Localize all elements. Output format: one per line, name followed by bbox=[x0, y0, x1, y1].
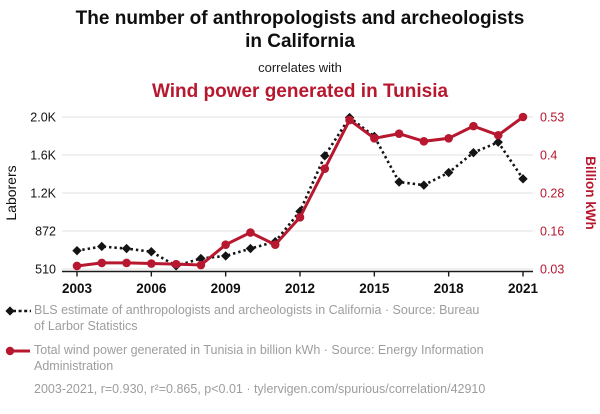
svg-text:0.16: 0.16 bbox=[540, 225, 564, 239]
stats-footer: 2003-2021, r=0.930, r²=0.865, p<0.01 · t… bbox=[34, 382, 486, 396]
diamond-marker bbox=[468, 147, 479, 158]
diamond-marker bbox=[245, 243, 256, 254]
svg-text:0.4: 0.4 bbox=[540, 149, 557, 163]
circle-marker bbox=[394, 129, 404, 139]
diamond-marker bbox=[97, 241, 107, 252]
right-axis-tick-labels: 0.03 0.16 0.28 0.4 0.53 bbox=[540, 111, 564, 277]
legend-text-wind: Total wind power generated in Tunisia in… bbox=[34, 343, 484, 373]
x-tick-label: 2021 bbox=[508, 281, 539, 296]
circle-marker bbox=[444, 133, 453, 143]
svg-text:1.6K: 1.6K bbox=[30, 149, 56, 163]
circle-marker bbox=[97, 258, 107, 268]
circle-marker bbox=[320, 164, 330, 173]
circle-marker bbox=[221, 240, 230, 249]
legend-text-bls: BLS estimate of anthropologists and arch… bbox=[34, 303, 480, 333]
main-title: The number of anthropologists and archeo… bbox=[75, 8, 525, 53]
wind-series bbox=[72, 112, 528, 271]
circle-marker bbox=[419, 137, 429, 146]
bls-series bbox=[72, 112, 528, 271]
right-axis-title: Billion kWh bbox=[583, 156, 598, 230]
wind-series-line bbox=[76, 115, 524, 268]
x-tick-label: 2018 bbox=[434, 281, 465, 296]
solid-circle-series-icon bbox=[5, 346, 30, 356]
diamond-marker bbox=[443, 167, 454, 178]
x-axis: 2003 2006 2009 2012 2015 2018 2021 bbox=[62, 270, 539, 296]
diamond-marker bbox=[196, 253, 206, 264]
diamond-marker bbox=[518, 174, 528, 184]
svg-text:0.53: 0.53 bbox=[540, 111, 564, 125]
circle-marker bbox=[246, 228, 255, 237]
left-axis-tick-labels: 510 872 1.2K 1.6K 2.0K bbox=[30, 111, 56, 277]
circle-marker bbox=[72, 261, 82, 271]
diamond-marker bbox=[295, 206, 305, 217]
secondary-title: Wind power generated in Tunisia bbox=[151, 81, 449, 103]
diamond-marker bbox=[72, 245, 82, 256]
legend-item-wind: Total wind power generated in Tunisia in… bbox=[5, 342, 597, 374]
circle-marker bbox=[370, 133, 379, 143]
grid-lines bbox=[62, 116, 533, 270]
circle-marker bbox=[171, 259, 181, 269]
diamond-marker bbox=[493, 137, 503, 147]
correlates-with-text: correlates with bbox=[258, 60, 342, 76]
legend-item-bls: BLS estimate of anthropologists and arch… bbox=[5, 302, 597, 334]
chart-header: The number of anthropologists and archeo… bbox=[0, 5, 600, 103]
bls-series-line bbox=[76, 115, 525, 268]
svg-text:0.03: 0.03 bbox=[540, 263, 564, 277]
dashed-diamond-series-icon bbox=[5, 306, 31, 316]
diamond-marker bbox=[320, 151, 330, 161]
legend-block: BLS estimate of anthropologists and arch… bbox=[5, 302, 597, 396]
circle-marker bbox=[147, 259, 156, 268]
svg-text:2.0K: 2.0K bbox=[30, 111, 56, 125]
svg-text:1.2K: 1.2K bbox=[30, 187, 56, 201]
svg-text:510: 510 bbox=[35, 263, 56, 277]
x-tick-label: 2009 bbox=[211, 281, 241, 296]
left-axis-title: Laborers bbox=[3, 165, 19, 220]
svg-text:872: 872 bbox=[35, 225, 56, 239]
circle-marker bbox=[493, 130, 503, 140]
x-tick-label: 2015 bbox=[359, 281, 390, 296]
circle-marker bbox=[345, 115, 354, 125]
chart-canvas: 510 872 1.2K 1.6K 2.0K 0.03 0.16 0.28 0.4 0.53 200… bbox=[3, 111, 598, 297]
diamond-marker bbox=[394, 177, 404, 187]
circle-marker bbox=[295, 213, 305, 222]
circle-marker bbox=[469, 121, 478, 131]
circle-marker bbox=[196, 260, 206, 270]
diamond-marker bbox=[146, 247, 157, 257]
diamond-marker bbox=[419, 180, 429, 190]
circle-marker bbox=[518, 112, 528, 122]
x-tick-label: 2006 bbox=[136, 281, 167, 296]
x-tick-label: 2003 bbox=[62, 281, 93, 296]
x-tick-label: 2012 bbox=[285, 281, 315, 296]
diamond-marker bbox=[121, 243, 132, 254]
axis-titles: Laborers Billion kWh bbox=[3, 156, 598, 230]
circle-marker bbox=[270, 240, 280, 249]
svg-text:0.28: 0.28 bbox=[540, 187, 564, 201]
circle-marker bbox=[122, 258, 131, 268]
diamond-marker bbox=[220, 251, 231, 261]
